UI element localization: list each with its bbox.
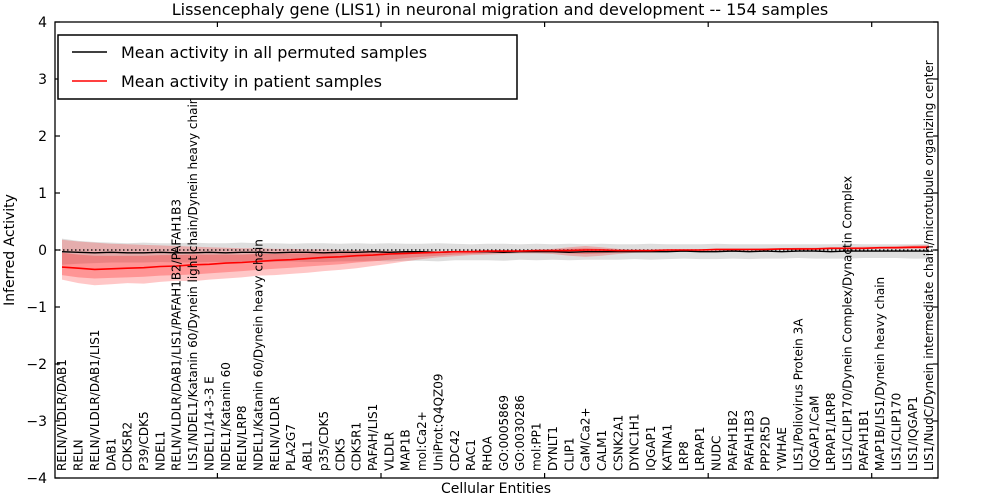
x-tick-label: DYNC1H1 (628, 413, 642, 471)
x-tick-label: RELN/VLDLR/DAB1 (55, 359, 69, 471)
x-tick-label: MAP1B/LIS1/Dynein heavy chain (873, 277, 887, 471)
x-tick-label: LIS1/CLIP170 (890, 393, 904, 471)
x-tick-label: GO:0030286 (513, 395, 527, 471)
x-tick-label: ABL1 (301, 440, 315, 471)
x-tick-label: CaM/Ca2+ (579, 407, 593, 471)
x-tick-label: IQGAP1 (644, 426, 658, 471)
y-tick-label: −2 (26, 357, 47, 373)
x-tick-label: LIS1/IQGAP1 (906, 396, 920, 471)
y-axis-title: Inferred Activity (2, 194, 18, 306)
x-tick-label: RELN/VLDLR/DAB1/LIS1/PAFAH1B2/PAFAH1B3 (170, 199, 184, 471)
y-tick-label: −3 (26, 414, 47, 430)
y-tick-label: 1 (38, 186, 47, 202)
x-tick-label: MAP1B (399, 429, 413, 471)
x-tick-label: CDC42 (448, 430, 462, 471)
x-tick-label: KATNA1 (661, 424, 675, 471)
x-tick-label: NDEL1/14-3-3 E (202, 376, 216, 471)
x-tick-label: CDK5R2 (121, 422, 135, 471)
x-tick-label: NDEL1 (153, 431, 167, 471)
x-tick-label: LRPAP1 (693, 426, 707, 471)
chart-legend: Mean activity in all permuted samples Me… (57, 34, 518, 100)
x-tick-label: RELN/LRP8 (235, 405, 249, 471)
x-tick-label: PAFAH1B1 (857, 410, 871, 471)
x-tick-label: CSNK2A1 (611, 415, 625, 471)
series-line-permuted (61, 250, 929, 254)
y-tick-label: 3 (38, 72, 47, 88)
y-tick-label: −1 (26, 300, 47, 316)
x-tick-label: LIS1/NDEL1/Katanin 60/Dynein light chain… (186, 97, 200, 471)
series-line-patient (61, 246, 929, 271)
y-tick-label: 2 (38, 129, 47, 145)
x-tick-label: PAFAH/LIS1 (366, 404, 380, 471)
y-tick-label: −4 (26, 471, 47, 487)
x-tick-label: CDK5R1 (350, 422, 364, 471)
x-tick-label: PAFAH1B3 (742, 410, 756, 471)
x-tick-label: RAC1 (464, 439, 478, 471)
x-tick-label: LRPAP1/LRP8 (824, 392, 838, 471)
x-tick-label: IQGAP1/CaM (808, 396, 822, 472)
x-tick-label: LRP8 (677, 441, 691, 471)
x-tick-label: LIS1/CLIP170/Dynein Complex/Dynactin Com… (840, 176, 854, 471)
x-axis-title: Cellular Entities (441, 481, 551, 497)
x-tick-label: CLIP1 (562, 438, 576, 471)
x-tick-label: PPP2R5D (759, 416, 773, 471)
x-tick-label: RELN/VLDLR (268, 396, 282, 471)
x-tick-label: P39/CDK5 (137, 411, 151, 471)
x-tick-label: CALM1 (595, 430, 609, 471)
x-tick-label: RELN (72, 439, 86, 471)
chart-title: Lissencephaly gene (LIS1) in neuronal mi… (172, 0, 829, 19)
x-tick-label: PLA2G7 (284, 424, 298, 471)
x-tick-label: NDEL1/Katanin 60/Dynein heavy chain (252, 239, 266, 471)
x-tick-label: PAFAH1B2 (726, 410, 740, 471)
x-tick-label: CDK5 (333, 438, 347, 471)
x-tick-label: UniProt:Q4QZ09 (431, 373, 445, 471)
legend-label-patient: Mean activity in patient samples (121, 72, 382, 91)
x-tick-label: RELN/VLDLR/DAB1/LIS1 (88, 330, 102, 471)
x-tick-label: RHOA (481, 435, 495, 471)
x-tick-label: DYNLT1 (546, 426, 560, 471)
legend-box (57, 34, 518, 100)
x-tick-label: LIS1/NudC/Dynein intermediate chain/micr… (922, 60, 936, 471)
x-tick-label: mol:Ca2+ (415, 411, 429, 471)
band-patient-samples-band-outer (62, 239, 929, 286)
x-tick-label: GO:0005869 (497, 395, 511, 471)
y-tick-label: 4 (38, 15, 47, 31)
x-tick-label: YWHAE (775, 427, 789, 472)
x-tick-label: mol:PP1 (530, 422, 544, 471)
legend-label-permuted: Mean activity in all permuted samples (121, 43, 427, 62)
x-tick-label: p35/CDK5 (317, 411, 331, 471)
x-tick-label: NUDC (710, 436, 724, 471)
x-tick-label: NDEL1/Katanin 60 (219, 362, 233, 471)
y-tick-label: 0 (38, 243, 47, 259)
x-tick-label: DAB1 (104, 438, 118, 471)
x-tick-label: LIS1/Poliovirus Protein 3A (791, 318, 805, 471)
x-tick-label: VLDLR (382, 432, 396, 471)
band-patient-samples-band-inner (62, 246, 929, 279)
